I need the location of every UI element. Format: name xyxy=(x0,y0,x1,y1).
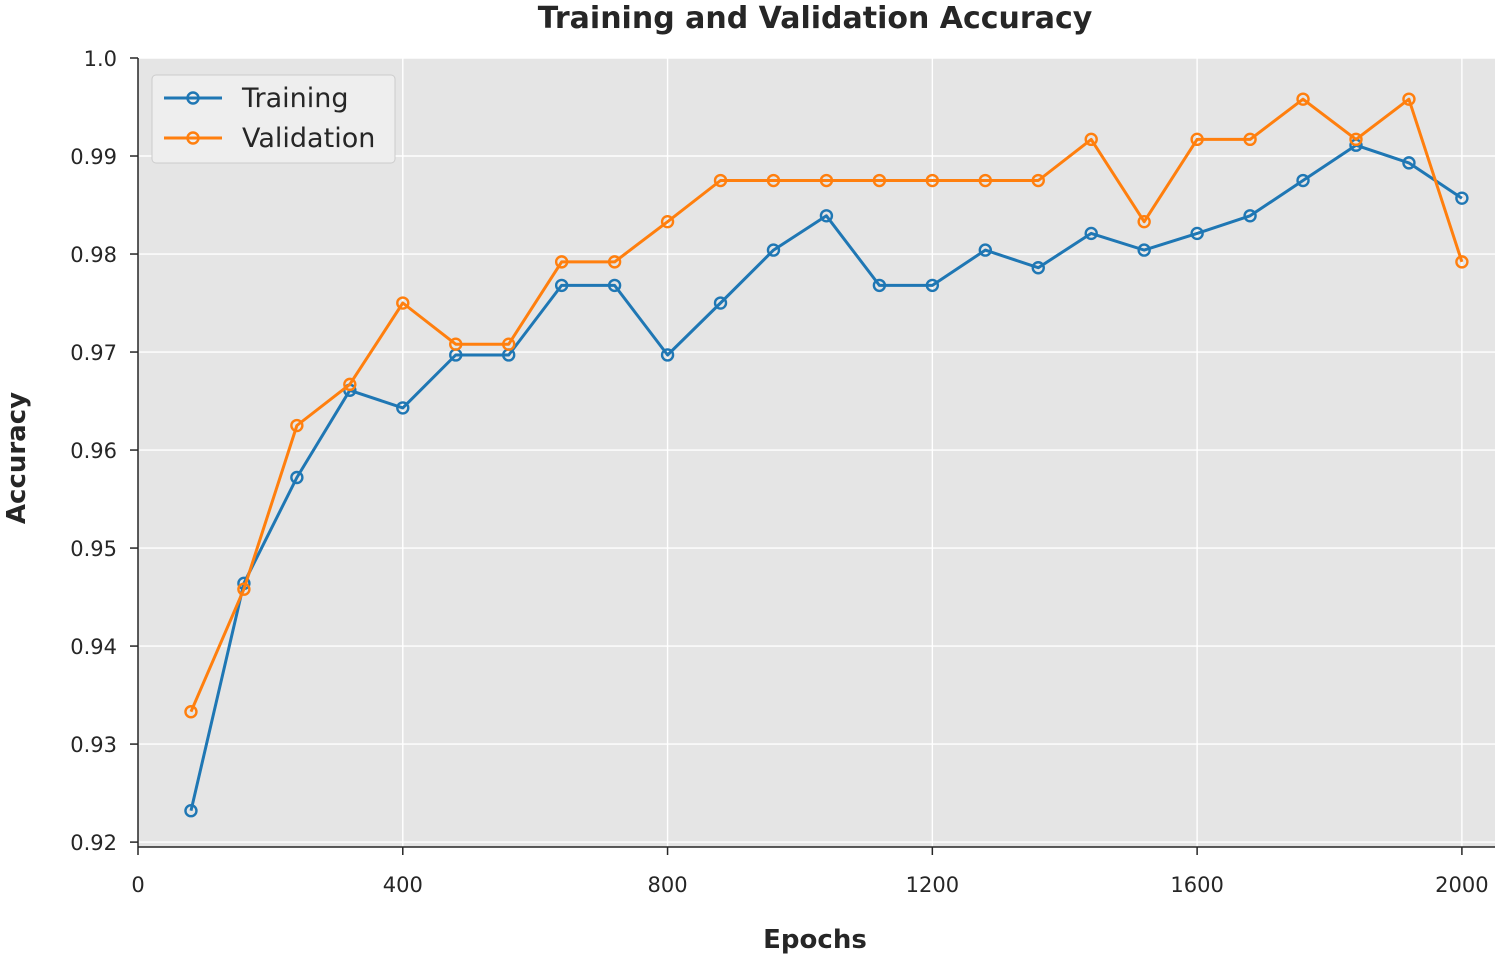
data-point-validation xyxy=(1296,92,1310,106)
data-point-training xyxy=(1084,226,1098,241)
data-point-training xyxy=(290,470,304,485)
data-point-validation xyxy=(872,173,887,188)
data-point-training xyxy=(1190,226,1204,241)
series-validation xyxy=(184,92,1469,719)
data-point-validation xyxy=(1190,132,1204,147)
series-training xyxy=(184,138,1469,818)
data-point-validation xyxy=(1349,132,1363,147)
y-tick-label: 0.94 xyxy=(70,635,117,659)
legend-swatch-marker xyxy=(186,91,200,105)
data-point-training xyxy=(872,278,887,293)
data-point-validation xyxy=(660,214,675,229)
data-point-validation xyxy=(501,337,516,351)
data-point-training xyxy=(1296,173,1310,188)
data-point-validation xyxy=(449,337,463,351)
legend-label: Validation xyxy=(242,123,375,154)
data-point-training xyxy=(660,348,675,362)
gridlines xyxy=(138,57,1495,847)
legend-label: Training xyxy=(241,83,349,114)
legend: Training Validation xyxy=(151,74,396,164)
data-point-training xyxy=(184,804,198,818)
data-point-training xyxy=(396,401,410,415)
data-point-validation xyxy=(1031,173,1045,188)
y-tick-label: 0.95 xyxy=(70,537,117,561)
data-point-training xyxy=(1402,156,1416,170)
data-point-training xyxy=(766,243,781,257)
data-point-validation xyxy=(554,255,569,269)
legend-swatch-marker xyxy=(186,131,200,145)
x-tick-label: 0 xyxy=(131,873,144,897)
data-point-validation xyxy=(978,173,992,188)
y-tick-label: 0.99 xyxy=(70,145,117,169)
y-tick-label: 0.98 xyxy=(70,243,117,267)
data-point-training xyxy=(819,209,834,223)
y-tick-label: 0.93 xyxy=(70,733,117,757)
data-point-validation xyxy=(237,582,251,596)
data-point-training xyxy=(978,243,992,257)
x-tick-label: 1600 xyxy=(1170,873,1223,897)
data-point-training xyxy=(925,278,940,293)
y-axis-label: Accuracy xyxy=(2,392,32,524)
data-point-validation xyxy=(343,377,357,392)
series-line-validation xyxy=(189,97,1464,713)
data-point-training xyxy=(1243,209,1257,223)
x-axis-label: Epochs xyxy=(763,925,867,955)
data-point-validation xyxy=(184,705,198,719)
data-point-training xyxy=(1137,243,1151,257)
data-point-training xyxy=(607,278,622,293)
series-line-training xyxy=(189,143,1463,812)
data-point-validation xyxy=(1455,255,1469,269)
x-tick-label: 1200 xyxy=(906,873,959,897)
data-point-validation xyxy=(819,173,834,188)
data-point-validation xyxy=(713,173,728,188)
data-point-validation xyxy=(607,255,622,269)
data-point-validation xyxy=(766,173,781,188)
data-point-validation xyxy=(396,296,410,310)
data-point-validation xyxy=(1402,92,1416,106)
chart-title: Training and Validation Accuracy xyxy=(538,1,1093,36)
y-tick-label: 0.92 xyxy=(70,831,117,855)
axes: 0 400 800 1200 1600 2000 0.92 0.93 0.94 0.95 0.96 0… xyxy=(70,47,1495,897)
data-point-training xyxy=(1031,261,1045,275)
plot-area xyxy=(138,58,1495,847)
y-tick-label: 0.96 xyxy=(70,439,117,463)
y-tick-label: 1.0 xyxy=(84,47,117,71)
data-point-training xyxy=(713,296,728,310)
data-point-validation xyxy=(1084,132,1098,147)
data-point-validation xyxy=(1243,132,1257,147)
data-point-validation xyxy=(290,418,304,433)
x-tick-label: 2000 xyxy=(1435,873,1488,897)
y-tick-label: 0.97 xyxy=(70,341,117,365)
x-tick-label: 400 xyxy=(383,873,423,897)
x-tick-label: 800 xyxy=(648,873,688,897)
series-layer xyxy=(184,92,1469,818)
data-point-validation xyxy=(925,173,940,188)
data-point-training xyxy=(1455,191,1469,205)
data-point-validation xyxy=(1137,214,1151,229)
data-point-training xyxy=(554,278,569,293)
